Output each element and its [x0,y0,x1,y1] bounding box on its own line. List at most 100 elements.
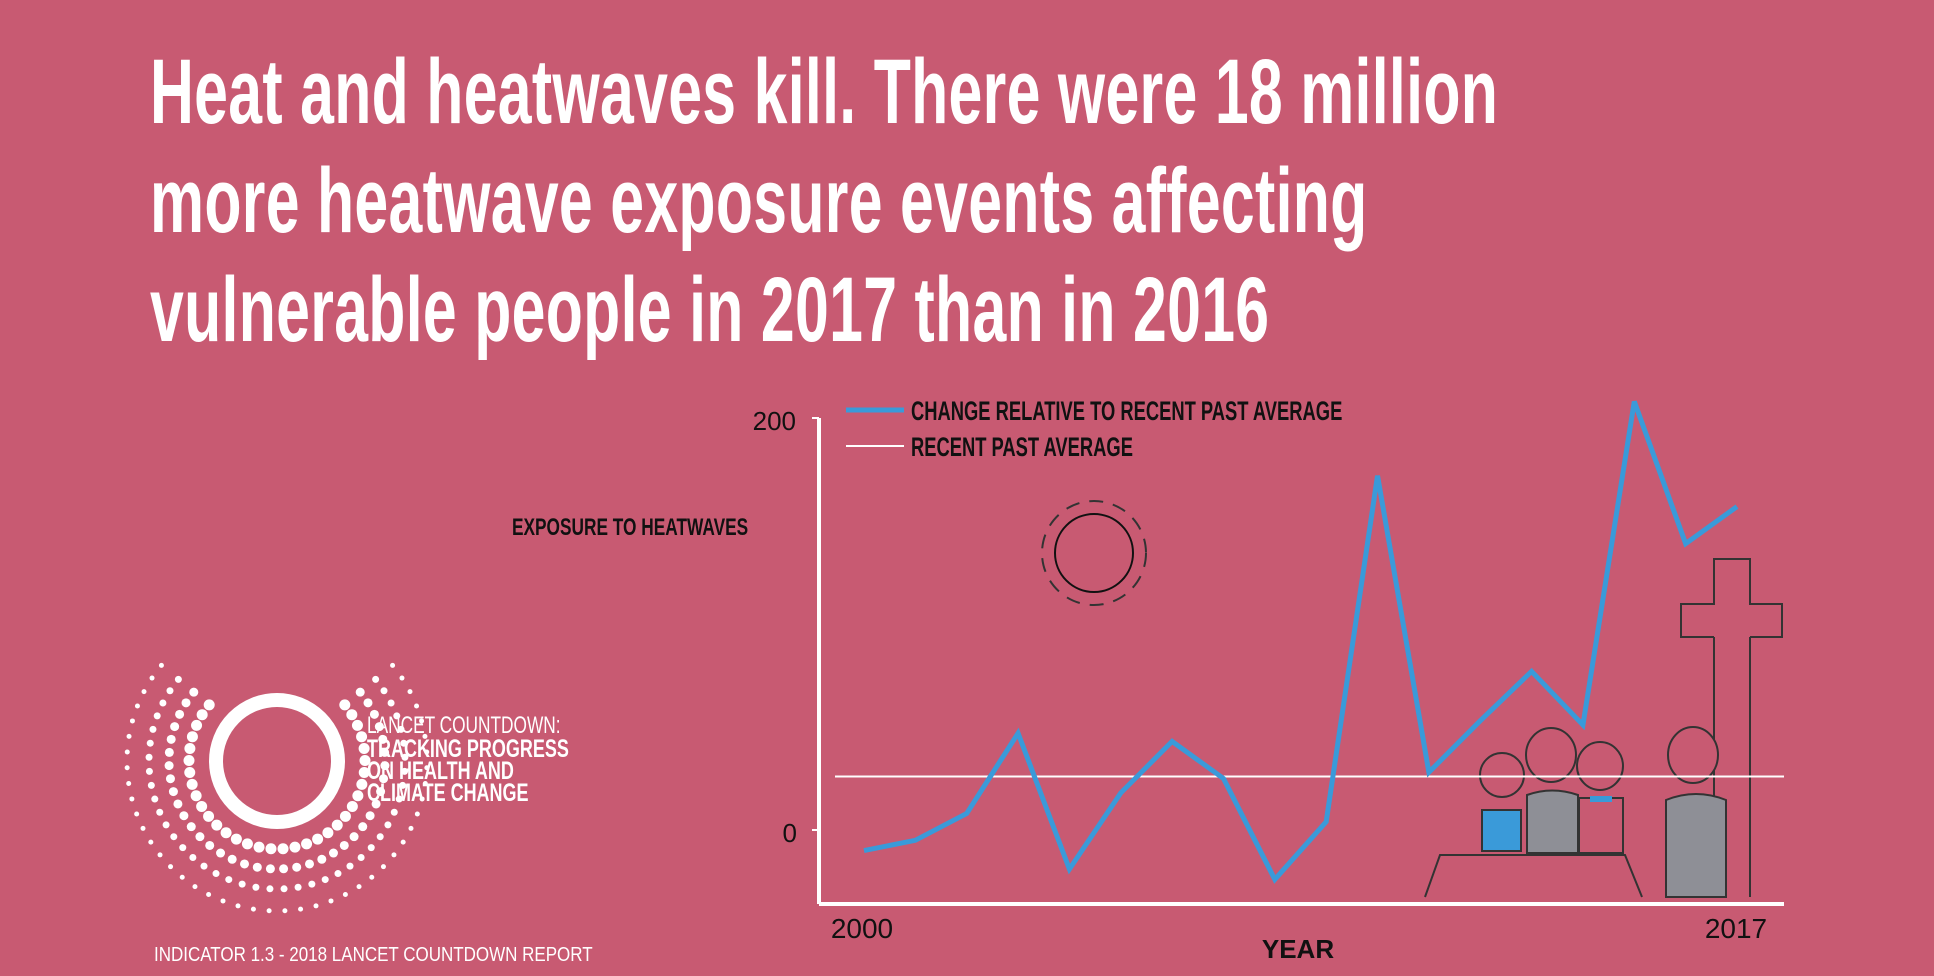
logo-dot [339,699,351,711]
x-tick-label: 2000 [831,913,893,944]
logo-dot [379,774,389,784]
logo-dot [164,761,174,771]
logo-dot [183,754,195,766]
headline: Heat and heatwaves kill. There were 18 m… [150,38,1498,365]
logo-dot [192,884,198,890]
legend-label: CHANGE RELATIVE TO RECENT PAST AVERAGE [911,395,1342,425]
logo-dot [371,799,381,809]
logo-dot [189,853,197,861]
logo-dot [308,880,316,888]
logo-dot [298,906,304,912]
logo-dot [277,843,289,855]
logo-dot [356,884,362,890]
logo-dot [395,795,403,803]
logo-dot [356,778,368,790]
logo-dot [301,838,313,850]
y-axis-label: EXPOSURE TO HEATWAVES [512,514,748,540]
y-tick-label: 0 [783,818,797,848]
logo-dot [355,687,365,697]
logo-dot [173,799,183,809]
logo-dot [372,675,380,683]
logo-dot [367,844,375,852]
logo-dot [162,821,170,829]
logo-dot [195,832,205,842]
logo-dot [393,712,401,720]
logo-dot [190,790,202,802]
headline-line: Heat and heatwaves kill. There were 18 m… [150,41,1499,143]
logo-dot [158,662,164,668]
logo-dot [422,733,428,739]
logo-dot [147,781,155,789]
logo-dot [157,852,163,858]
logo-dot [211,819,223,831]
logo-dot [346,862,354,870]
legend: CHANGE RELATIVE TO RECENT PAST AVERAGE R… [846,395,1342,462]
logo-dot [186,822,196,832]
logo-dot [184,767,196,779]
logo-dot [357,853,365,861]
logo-dot [149,725,157,733]
logo-dot [313,903,319,909]
logo-dot [252,862,262,872]
logo-dot [181,698,191,708]
logo-dot [212,870,220,878]
logo-dot [369,709,379,719]
logo-dot [129,718,135,724]
logo-dot [140,825,146,831]
logo-dot [419,718,425,724]
logo-text: LANCET COUNTDOWN: TRACKING PROGRESS ON H… [367,712,569,806]
logo-dot [203,699,215,711]
logo-dot [227,854,237,864]
logo-dot [168,864,174,870]
logo-dot [124,749,130,755]
logo-line-1: LANCET COUNTDOWN: [367,712,561,738]
logo-dot [145,753,153,761]
logo-dot [358,742,370,754]
logo-dot [399,781,407,789]
logo-dot [191,719,203,731]
logo-dot [401,767,409,775]
logo-dot [196,800,208,812]
logo-dot [203,810,215,822]
logo-dot [358,822,368,832]
logo-dot [339,840,349,850]
logo-dot [390,662,396,668]
logo-dot [179,811,189,821]
logo-dot [170,833,178,841]
logo-dot [351,719,363,731]
logo-dot [419,796,425,802]
logo-dot [294,883,302,891]
logo-dot [401,753,409,761]
logo-dot [175,709,185,719]
logo-dot [305,859,315,869]
headline-line: more heatwave exposure events affecting [150,150,1368,252]
logo-dot [380,687,388,695]
sun-icon [1041,500,1147,606]
logo-dot [312,833,324,845]
logo-dot [126,780,132,786]
logo-dot [253,841,265,853]
logo-dot [216,848,226,858]
logo-dot [265,864,275,874]
logo-dot [241,838,253,850]
logo-dot [238,880,246,888]
logo-dot [156,808,164,816]
logo-dot [179,874,185,880]
logo-dot [266,908,272,914]
logo-dot [165,774,175,784]
logo-dot [129,796,135,802]
logo-dot [384,821,392,829]
logo-dot [126,733,132,739]
logo-dot [179,844,187,852]
logo-dot [422,780,428,786]
logo-dot [151,795,159,803]
logo-dot [265,843,277,855]
logo-dot [400,839,406,845]
logo-dot [365,811,375,821]
logo-dot [124,765,130,771]
legend-label: RECENT PAST AVERAGE [911,431,1133,461]
logo-dot [220,827,232,839]
logo-line-2: TRACKING PROGRESS [367,734,569,763]
logo-dot [174,675,182,683]
